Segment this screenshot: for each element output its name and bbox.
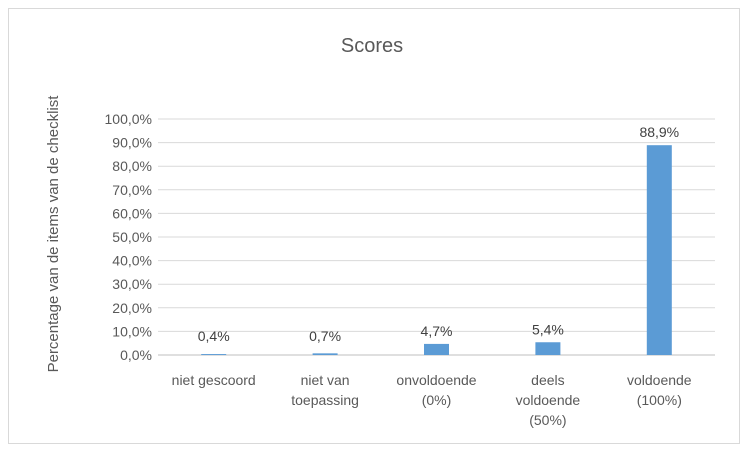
bar: [312, 353, 338, 355]
y-tick-label: 30,0%: [112, 276, 152, 292]
y-tick-label: 100,0%: [105, 111, 152, 127]
data-label: 0,4%: [198, 328, 230, 344]
x-category-label-line: voldoende: [516, 392, 581, 408]
x-category-label-line: niet gescoord: [172, 372, 256, 388]
y-tick-label: 90,0%: [112, 135, 152, 151]
chart-title: Scores: [341, 35, 403, 57]
bar: [201, 354, 227, 355]
y-axis-label: Percentage van de items van de checklist: [45, 95, 62, 373]
x-category-label-line: niet van: [301, 372, 350, 388]
x-category-label-line: voldoende: [627, 372, 692, 388]
y-tick-label: 60,0%: [112, 205, 152, 221]
bars: [201, 145, 672, 355]
y-tick-label: 40,0%: [112, 253, 152, 269]
data-labels: 0,4% 0,7% 4,7% 5,4% 88,9%: [198, 124, 679, 344]
bar: [646, 145, 672, 355]
data-label: 0,7%: [309, 328, 341, 344]
y-tick-label: 50,0%: [112, 229, 152, 245]
x-category-label-line: (100%): [637, 392, 682, 408]
x-axis-categories: niet gescoord niet van toepassing onvoldoen…: [172, 372, 692, 428]
data-label: 5,4%: [532, 321, 564, 337]
y-tick-label: 20,0%: [112, 300, 152, 316]
bar: [424, 343, 449, 355]
gridlines: [158, 118, 715, 356]
data-label: 4,7%: [421, 323, 453, 339]
x-category-label-line: toepassing: [291, 392, 359, 408]
x-category-label-line: (0%): [422, 392, 452, 408]
chart-area: [8, 8, 740, 444]
x-category-label-line: onvoldoende: [396, 372, 476, 388]
data-label: 88,9%: [639, 124, 679, 140]
x-category-label: onvoldoende (0%): [396, 372, 476, 408]
x-category-label: niet gescoord: [172, 372, 256, 388]
x-category-label: niet van toepassing: [291, 372, 359, 408]
y-tick-label: 0,0%: [120, 347, 152, 363]
y-tick-label: 10,0%: [112, 323, 152, 339]
y-tick-label: 80,0%: [112, 158, 152, 174]
x-category-label: deels voldoende (50%): [516, 372, 581, 428]
bar: [535, 342, 561, 355]
y-tick-label: 70,0%: [112, 182, 152, 198]
y-axis-ticks: 0,0% 10,0% 20,0% 30,0% 40,0% 50,0% 60,0% 70,0% 8…: [105, 111, 152, 363]
x-category-label-line: deels: [531, 372, 564, 388]
x-category-label: voldoende (100%): [627, 372, 692, 408]
x-category-label-line: (50%): [529, 412, 566, 428]
